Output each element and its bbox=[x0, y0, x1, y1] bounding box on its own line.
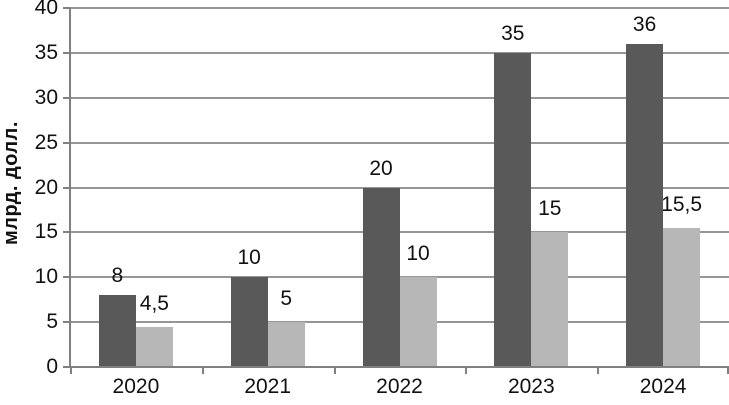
bar-value-label: 15 bbox=[538, 197, 562, 221]
gridline-y-25 bbox=[70, 141, 729, 144]
x-axis-line bbox=[69, 366, 729, 368]
x-axis-tick bbox=[70, 367, 72, 374]
y-axis-tick bbox=[63, 186, 70, 189]
x-category-label: 2022 bbox=[376, 375, 423, 398]
x-category-label: 2021 bbox=[244, 375, 292, 398]
y-axis-tick bbox=[63, 231, 70, 234]
x-axis-tick bbox=[597, 367, 600, 374]
y-axis-tick bbox=[63, 96, 70, 99]
y-axis-line bbox=[69, 8, 71, 367]
x-category-label: 2020 bbox=[112, 375, 160, 398]
gridline-y-30 bbox=[70, 96, 729, 99]
gridline-y-35 bbox=[70, 51, 729, 54]
y-axis-tick bbox=[63, 141, 70, 144]
gridline-y-40 bbox=[70, 7, 729, 9]
light-gray-series-bar-2020 bbox=[135, 326, 173, 367]
x-axis-tick bbox=[333, 367, 336, 374]
y-axis-tick bbox=[63, 276, 70, 279]
y-axis-tick bbox=[63, 321, 70, 324]
y-tick-label: 20 bbox=[34, 175, 58, 199]
y-tick-label: 30 bbox=[34, 85, 58, 109]
bar-value-label: 36 bbox=[632, 12, 657, 36]
x-axis-tick bbox=[727, 367, 729, 374]
y-tick-label: 5 bbox=[46, 310, 58, 334]
x-category-label: 2024 bbox=[639, 375, 687, 398]
y-axis-tick bbox=[63, 366, 70, 368]
y-tick-label: 10 bbox=[34, 265, 58, 289]
bar-value-label: 10 bbox=[237, 246, 261, 270]
bar-value-label: 10 bbox=[406, 242, 430, 266]
light-gray-series-bar-2023 bbox=[531, 232, 569, 367]
bar-value-label: 8 bbox=[111, 264, 124, 288]
y-axis-tick bbox=[63, 51, 70, 54]
dark-gray-series-bar-2020 bbox=[98, 295, 136, 367]
y-tick-label: 25 bbox=[34, 130, 58, 154]
dark-gray-series-bar-2021 bbox=[230, 277, 268, 367]
y-axis-tick bbox=[63, 7, 70, 9]
bar-value-label: 15,5 bbox=[661, 192, 703, 216]
bar-value-label: 5 bbox=[280, 287, 293, 311]
light-gray-series-bar-2021 bbox=[267, 322, 305, 367]
light-gray-series-bar-2024 bbox=[663, 227, 701, 367]
x-category-label: 2023 bbox=[507, 375, 555, 398]
y-tick-label: 0 bbox=[46, 355, 58, 378]
y-tick-label: 40 bbox=[34, 0, 58, 19]
x-axis-tick bbox=[201, 367, 204, 374]
y-tick-label: 15 bbox=[34, 220, 58, 244]
dark-gray-series-bar-2024 bbox=[626, 43, 664, 367]
dark-gray-series-bar-2023 bbox=[494, 52, 532, 367]
y-tick-label: 35 bbox=[34, 40, 58, 64]
bar-value-label: 20 bbox=[369, 156, 393, 180]
bar-value-label: 35 bbox=[501, 21, 525, 45]
bar-value-label: 4,5 bbox=[139, 291, 169, 315]
gridline-y-20 bbox=[70, 186, 729, 189]
dark-gray-series-bar-2022 bbox=[362, 187, 400, 367]
gridline-y-15 bbox=[70, 231, 729, 234]
light-gray-series-bar-2022 bbox=[399, 277, 437, 367]
x-axis-tick bbox=[465, 367, 468, 374]
